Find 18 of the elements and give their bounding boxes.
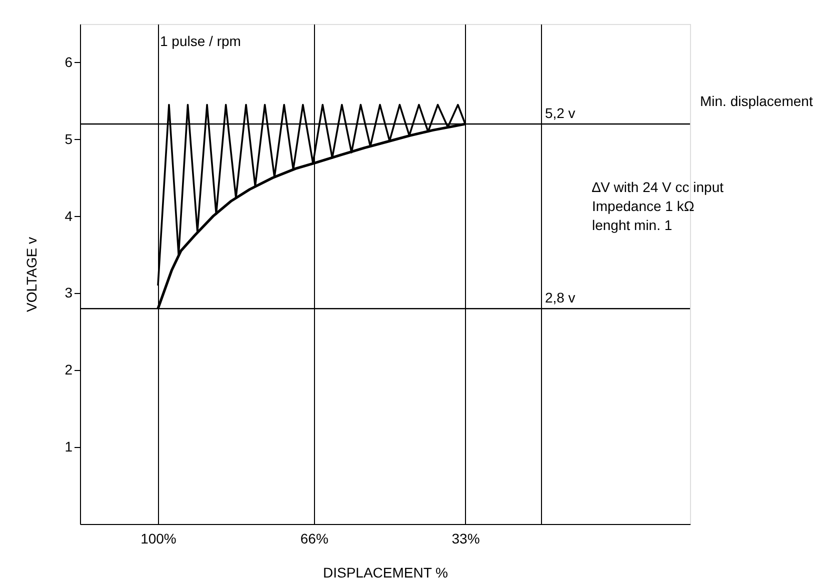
y-tick-label: 1 bbox=[64, 438, 73, 455]
ref-line-label: 5,2 v bbox=[544, 105, 576, 121]
annotation: 1 pulse / rpm bbox=[160, 33, 241, 49]
annotation: Impedance 1 kΩ bbox=[592, 198, 694, 214]
text: Min. displacement bbox=[700, 93, 813, 109]
y-tick-label: 3 bbox=[64, 284, 73, 301]
x-tick-label: 66% bbox=[300, 530, 328, 546]
annotation: lenght min. 1 bbox=[592, 217, 672, 233]
ref-line-label: 2,8 v bbox=[544, 290, 576, 306]
y-tick-label: 2 bbox=[64, 362, 73, 378]
x-tick-label: 100% bbox=[140, 530, 176, 546]
y-tick-label: 5 bbox=[64, 130, 73, 147]
annotation: ∆V with 24 V cc input bbox=[592, 179, 724, 195]
y-tick-label: 6 bbox=[64, 54, 73, 70]
x-axis-title: DISPLACEMENT % bbox=[323, 564, 448, 580]
x-tick-label: 33% bbox=[452, 530, 480, 546]
y-tick-label: 4 bbox=[64, 208, 73, 224]
y-axis-title: VOLTAGE v bbox=[24, 237, 40, 312]
